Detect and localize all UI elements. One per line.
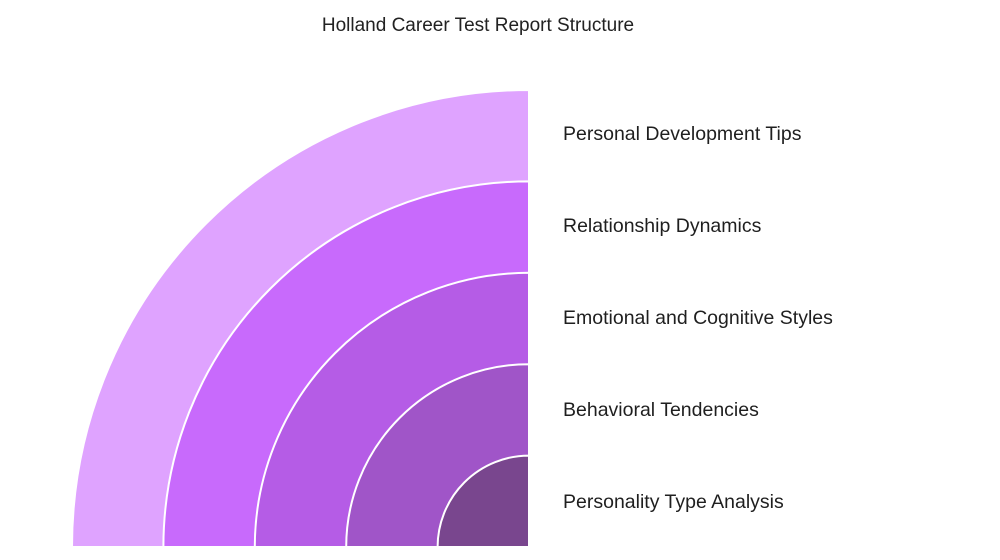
layer-arc-personality-type-analysis xyxy=(436,454,530,548)
diagram-title: Holland Career Test Report Structure xyxy=(321,15,635,36)
layer-label-behavioral-tendencies: Behavioral Tendencies xyxy=(563,399,759,421)
layer-label-personality-type-analysis: Personality Type Analysis xyxy=(563,491,784,513)
layer-label-relationship-dynamics: Relationship Dynamics xyxy=(563,215,762,237)
layer-label-personal-development-tips: Personal Development Tips xyxy=(563,123,802,145)
layer-label-emotional-and-cognitive-styles: Emotional and Cognitive Styles xyxy=(563,307,833,329)
